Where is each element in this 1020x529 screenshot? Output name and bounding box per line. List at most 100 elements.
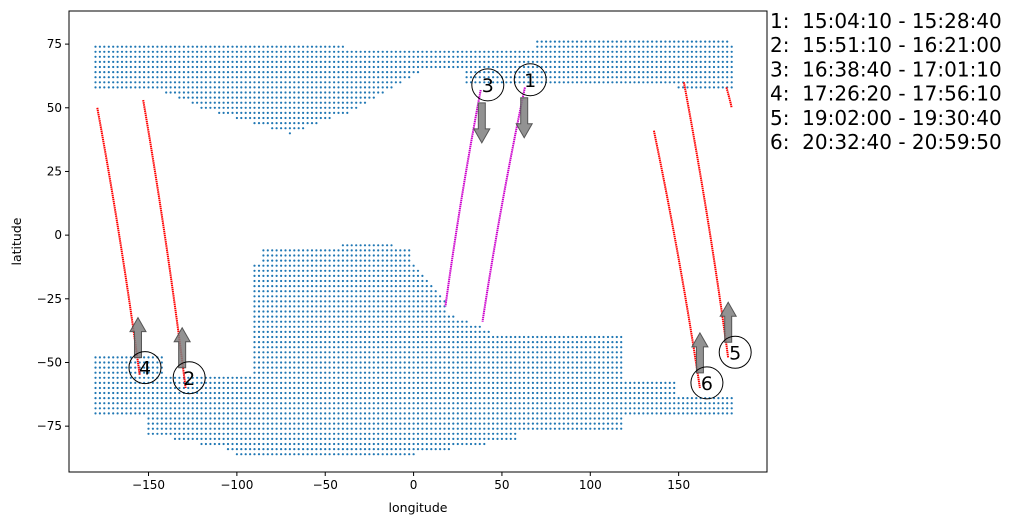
grid-point	[160, 371, 163, 374]
grid-point	[456, 417, 459, 420]
grid-point	[642, 81, 645, 84]
grid-point	[478, 412, 481, 415]
grid-point	[297, 341, 300, 344]
grid-point	[527, 402, 530, 405]
grid-point	[297, 279, 300, 283]
grid-point	[125, 86, 128, 89]
grid-point	[275, 127, 278, 130]
grid-point	[262, 371, 265, 374]
grid-point	[355, 71, 358, 74]
grid-point	[549, 361, 552, 364]
grid-point	[664, 40, 667, 43]
grid-point	[275, 285, 278, 288]
grid-point	[584, 397, 588, 400]
grid-point	[717, 76, 720, 79]
grid-point	[280, 356, 283, 359]
grid-point	[416, 371, 420, 374]
grid-point	[606, 417, 610, 420]
grid-point	[363, 432, 367, 435]
grid-point	[412, 356, 415, 359]
grid-point	[606, 60, 610, 64]
grid-point	[288, 295, 291, 298]
grid-point	[721, 81, 724, 84]
grid-point	[209, 402, 212, 405]
grid-point	[381, 81, 384, 84]
grid-point	[390, 422, 393, 425]
grid-point	[196, 407, 199, 410]
grid-point	[567, 386, 570, 390]
grid-point	[328, 305, 331, 308]
grid-point	[492, 432, 495, 435]
track-5-line	[682, 82, 730, 358]
grid-point	[368, 254, 371, 257]
grid-point	[695, 407, 698, 410]
grid-point	[421, 366, 424, 369]
grid-point	[310, 325, 314, 328]
grid-point	[377, 249, 380, 252]
grid-point	[726, 407, 729, 410]
grid-point	[483, 371, 486, 374]
grid-point	[147, 361, 150, 364]
grid-point	[257, 412, 261, 415]
grid-point	[288, 351, 291, 354]
grid-point	[266, 437, 269, 440]
grid-point	[372, 330, 375, 333]
grid-point	[310, 76, 314, 79]
grid-point	[567, 407, 570, 410]
grid-point	[381, 371, 384, 374]
grid-point	[620, 71, 623, 74]
grid-point	[390, 60, 393, 64]
grid-point	[363, 71, 367, 74]
grid-point	[443, 371, 446, 374]
grid-point	[310, 442, 314, 446]
grid-point	[721, 86, 724, 89]
grid-point	[257, 45, 261, 48]
grid-point	[584, 45, 588, 48]
grid-point	[580, 412, 583, 415]
grid-point	[191, 50, 194, 53]
grid-point	[288, 279, 291, 283]
grid-point	[253, 76, 256, 79]
grid-point	[231, 101, 234, 104]
grid-point	[416, 402, 420, 405]
grid-point	[390, 402, 393, 405]
grid-point	[346, 422, 349, 425]
grid-point	[138, 361, 141, 364]
grid-point	[443, 50, 446, 53]
grid-point	[271, 330, 274, 333]
grid-point	[120, 60, 124, 64]
grid-point	[690, 45, 694, 48]
grid-point	[257, 279, 261, 283]
grid-point	[434, 432, 437, 435]
grid-point	[209, 442, 212, 446]
grid-point	[430, 356, 433, 359]
grid-point	[593, 50, 596, 53]
grid-point	[439, 50, 442, 53]
grid-point	[527, 381, 530, 384]
grid-point	[324, 269, 327, 272]
grid-point	[505, 351, 508, 354]
grid-point	[496, 427, 499, 430]
grid-point	[288, 55, 291, 58]
grid-point	[584, 381, 588, 384]
grid-point	[412, 453, 415, 456]
grid-point	[593, 361, 596, 364]
grid-point	[469, 417, 473, 420]
grid-point	[147, 402, 150, 405]
grid-point	[337, 371, 340, 374]
grid-point	[651, 81, 654, 84]
grid-point	[368, 279, 371, 283]
grid-point	[509, 81, 512, 84]
grid-point	[637, 81, 641, 84]
grid-point	[677, 50, 680, 53]
grid-point	[226, 422, 230, 425]
grid-point	[341, 96, 344, 99]
grid-point	[558, 45, 561, 48]
grid-point	[646, 81, 649, 84]
grid-point	[629, 40, 632, 43]
grid-point	[730, 60, 733, 64]
grid-point	[368, 412, 371, 415]
grid-point	[134, 45, 137, 48]
grid-point	[235, 111, 238, 114]
grid-point	[439, 448, 442, 451]
